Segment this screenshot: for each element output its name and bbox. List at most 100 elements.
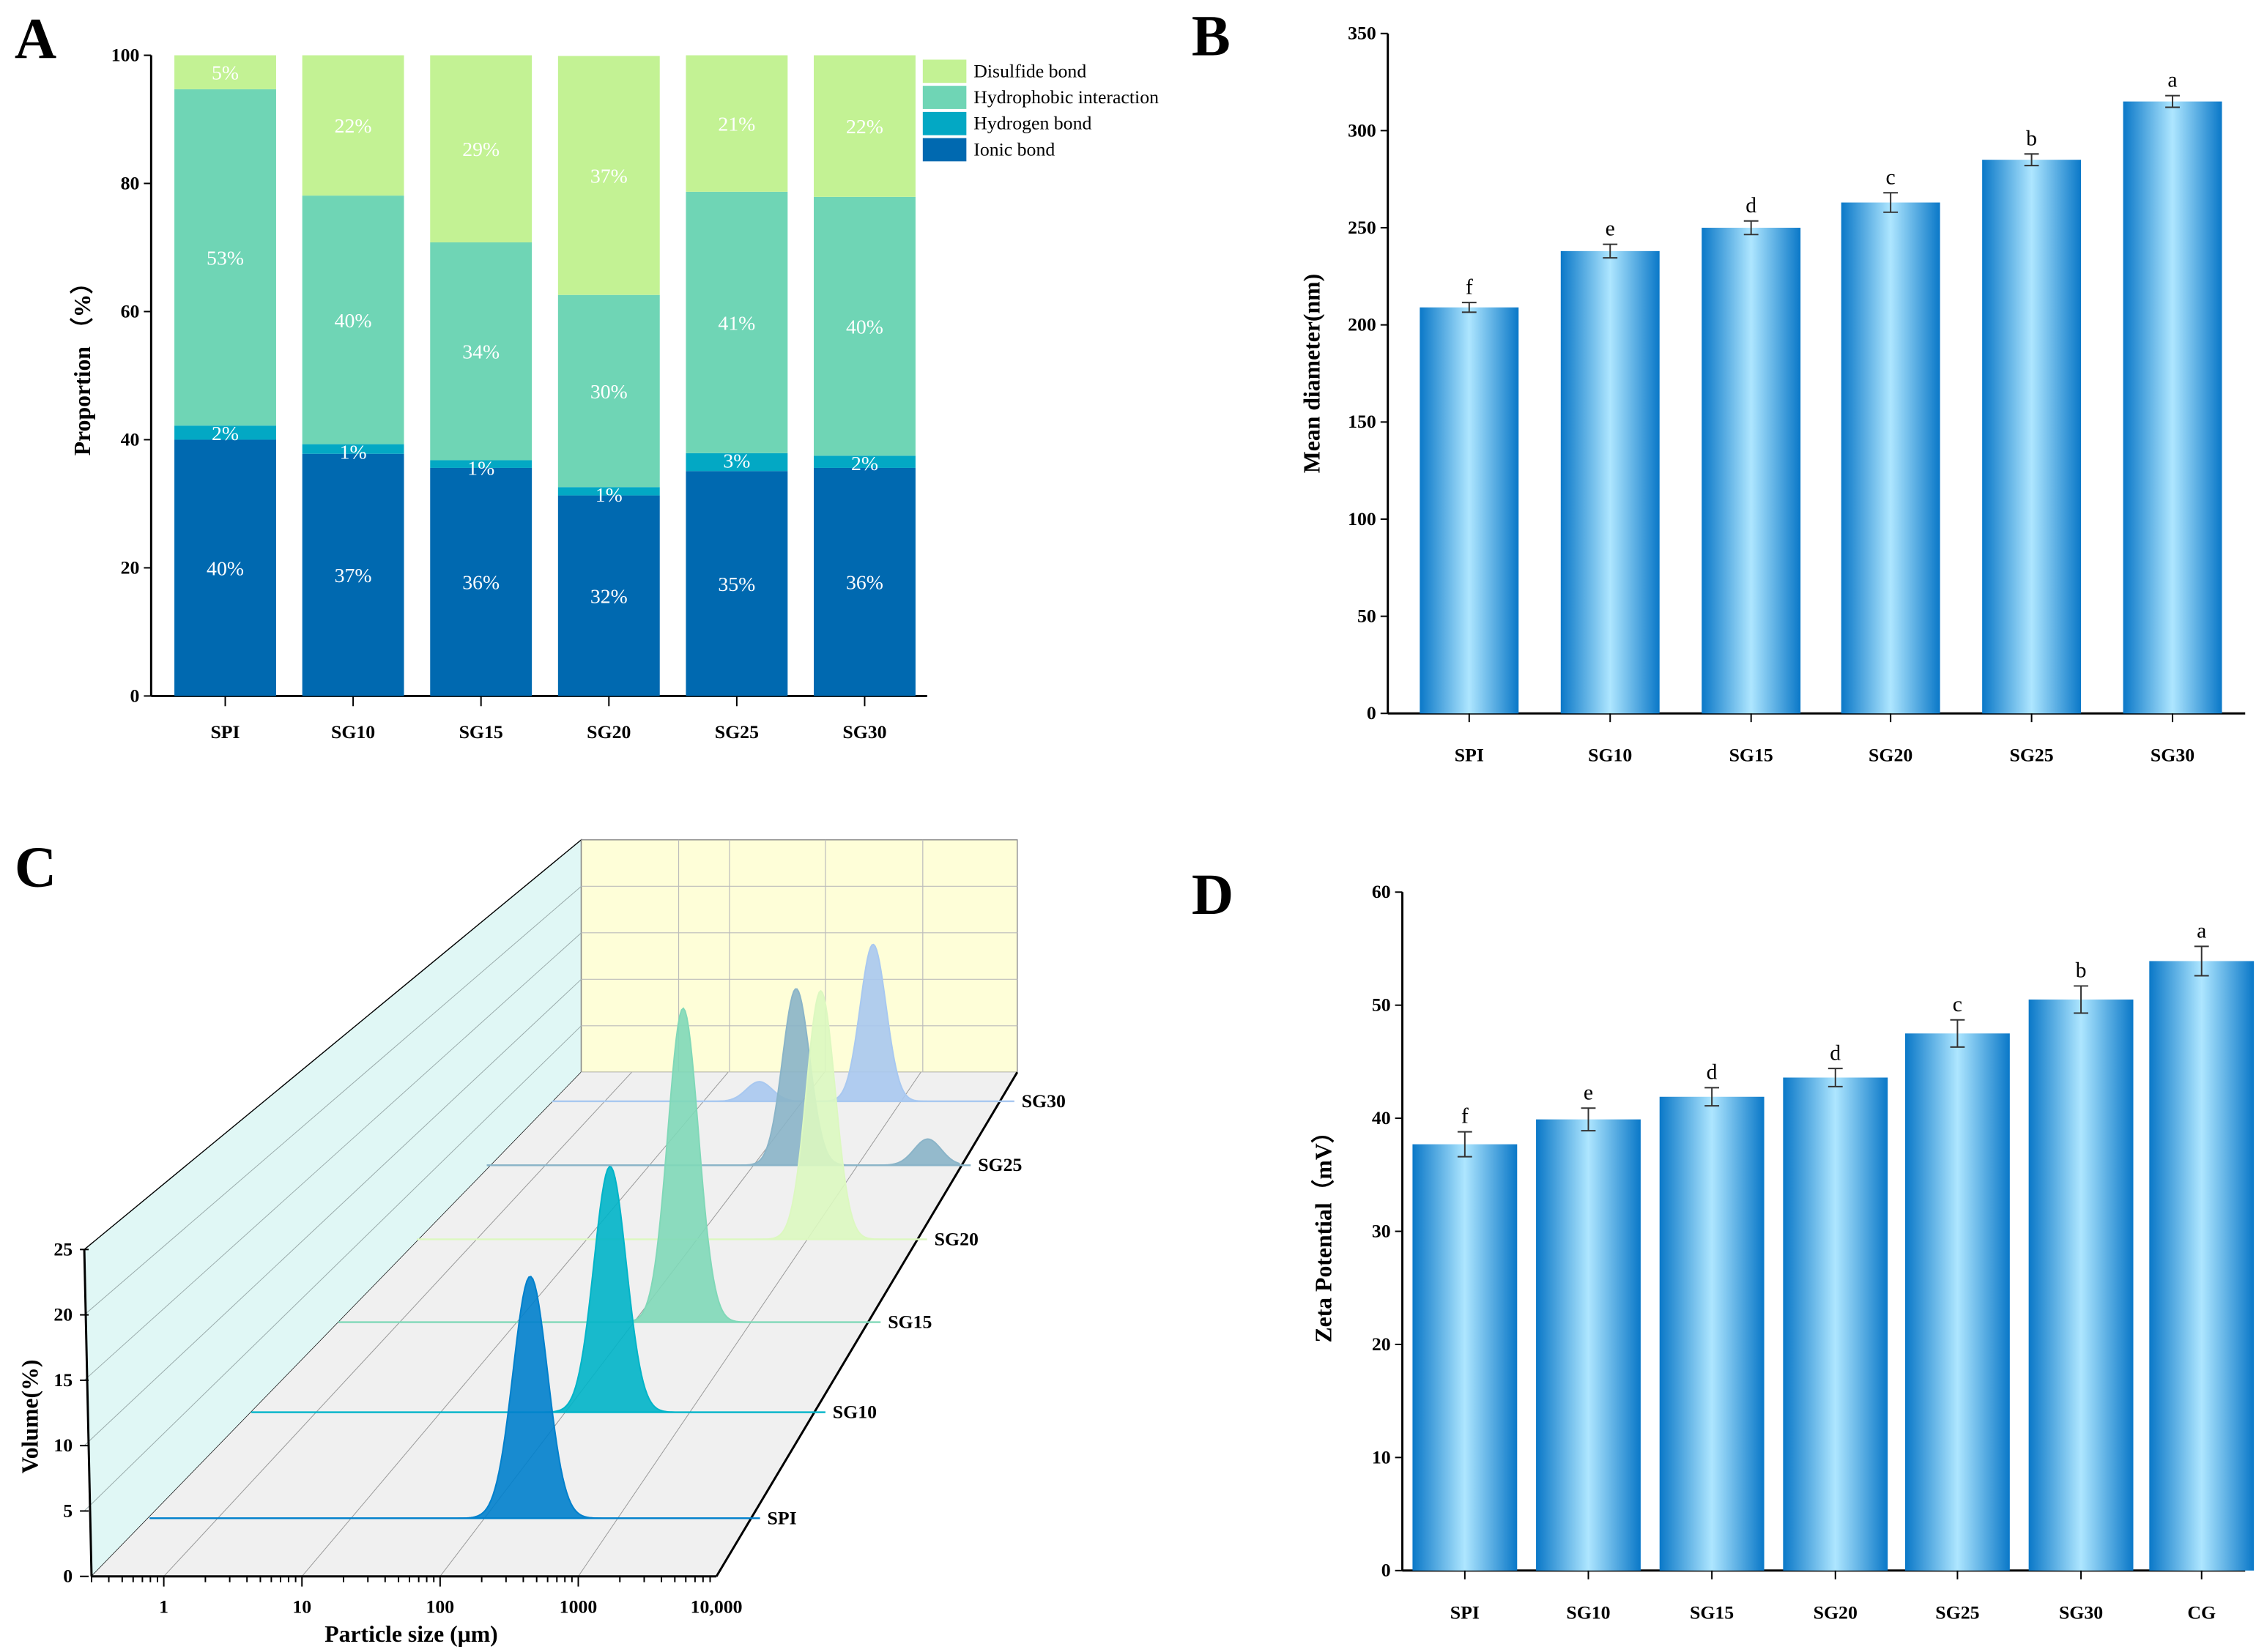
segment-label: 41%	[718, 312, 755, 335]
bar	[1536, 1119, 1641, 1571]
y-tick-label: 40	[1372, 1107, 1391, 1128]
bar-segment	[814, 467, 916, 696]
segment-label: 2%	[212, 423, 239, 445]
bar-segment	[557, 495, 660, 696]
y-tick-label: 100	[1348, 508, 1376, 529]
bar-segment	[302, 196, 404, 444]
panel-d-zeta-potential-chart: 0 10 20 30 40 50 60 Zeta Potential（mV） Df SPI e SG1…	[1192, 863, 2255, 1623]
segment-label: 30%	[590, 381, 628, 403]
segment-label: 37%	[590, 165, 628, 187]
y-tick-label: 200	[1348, 314, 1376, 335]
bar	[1659, 1096, 1765, 1571]
significance-letter: b	[2076, 959, 2087, 983]
y-tick-label: 25	[53, 1238, 73, 1260]
y-tick-label: 20	[53, 1304, 73, 1325]
series-label: SPI	[768, 1507, 797, 1528]
series-label: SG30	[1022, 1090, 1066, 1112]
bar	[1420, 307, 1519, 714]
segment-label: 22%	[846, 116, 883, 138]
x-tick-label: SG25	[715, 721, 759, 743]
legend-swatch	[922, 111, 967, 135]
x-tick-label: SPI	[1450, 1601, 1480, 1623]
bar-segment	[686, 471, 788, 696]
y-tick-label: 40	[121, 428, 140, 450]
y-tick-label: 5	[63, 1500, 73, 1521]
y-tick-label: 0	[1381, 1560, 1391, 1581]
y-tick-label: 0	[1367, 702, 1376, 723]
bar-segment	[302, 453, 404, 696]
bar	[1841, 202, 1940, 714]
series-label: SG15	[888, 1311, 932, 1332]
significance-letter: e	[1584, 1080, 1593, 1104]
significance-letter: e	[1606, 217, 1615, 241]
bar-segment	[557, 294, 660, 488]
gridline	[163, 1071, 632, 1577]
x-tick-label: SPI	[210, 721, 240, 743]
y-tick-label: 80	[121, 172, 140, 193]
x-tick-label: SG10	[1588, 745, 1632, 766]
x-tick-label: SG15	[459, 721, 503, 743]
bar-segment	[174, 439, 276, 696]
x-tick-label: 100	[426, 1596, 455, 1617]
segment-label: 21%	[718, 114, 755, 136]
x-tick-label: SG20	[1869, 745, 1912, 766]
y-axis	[83, 1249, 93, 1577]
y-tick-label: 300	[1348, 119, 1376, 141]
gridline	[84, 885, 582, 1315]
bar-segment	[174, 89, 276, 426]
segment-label: 29%	[462, 138, 500, 161]
segment-label: 3%	[723, 450, 750, 473]
segment-label: 53%	[207, 247, 244, 269]
segment-label: 40%	[846, 316, 883, 339]
x-tick-label: SG15	[1729, 745, 1773, 766]
x-tick-label: SG30	[2151, 745, 2194, 766]
bar	[1982, 160, 2082, 714]
x-tick-label: SG25	[2010, 745, 2054, 766]
legend-label: Hydrogen bond	[973, 113, 1091, 134]
legend-label: Ionic bond	[973, 138, 1055, 160]
x-tick-label: 10,000	[691, 1596, 743, 1617]
panel-a-stacked-bar-chart: 0 20 40 60 80 100 Proportion （%） A 40% 2% 53% 5% SPI…	[15, 7, 1159, 742]
significance-letter: d	[1745, 193, 1756, 217]
segment-label: 37%	[335, 565, 372, 587]
bar-segment	[174, 55, 276, 89]
y-tick-label: 20	[1372, 1333, 1391, 1355]
y-axis-title: Zeta Potential（mV）	[1310, 1120, 1336, 1342]
panel-label: B	[1192, 4, 1231, 69]
gridline	[84, 932, 582, 1381]
y-tick-label: 0	[130, 685, 140, 706]
bar-segment	[557, 487, 660, 496]
bar-segment	[302, 444, 404, 454]
legend-label: Hydrophobic interaction	[973, 86, 1159, 108]
legend-swatch	[922, 138, 967, 162]
bar-segment	[302, 55, 404, 196]
y-tick-label: 10	[1372, 1446, 1391, 1467]
bar-segment	[430, 242, 533, 461]
segment-label: 35%	[718, 573, 755, 596]
z-axis	[715, 1071, 1019, 1577]
segment-label: 1%	[467, 457, 494, 480]
x-tick-label: SG15	[1690, 1601, 1734, 1623]
segment-label: 32%	[590, 585, 628, 608]
bar	[1904, 1033, 2010, 1571]
significance-letter: f	[1466, 275, 1473, 299]
y-tick-label: 10	[53, 1435, 73, 1456]
x-tick-label: SG25	[1935, 1601, 1979, 1623]
x-tick-label: 10	[292, 1596, 311, 1617]
x-tick-label: 1	[159, 1596, 168, 1617]
legend-label: Disulfide bond	[973, 60, 1086, 81]
panel-label: C	[15, 835, 56, 899]
y-axis-title: Volume(%)	[18, 1360, 43, 1474]
bar-segment	[814, 196, 916, 456]
series-label: SG20	[935, 1228, 979, 1249]
bar-segment	[686, 191, 788, 453]
legend-swatch	[922, 59, 967, 83]
bar-segment	[430, 467, 533, 696]
segment-label: 40%	[335, 310, 372, 332]
y-axis-title: Mean diameter(nm)	[1299, 274, 1324, 473]
significance-letter: a	[2197, 918, 2206, 942]
x-tick-label: SG20	[587, 721, 631, 743]
y-tick-label: 0	[63, 1566, 73, 1587]
significance-letter: c	[1886, 165, 1896, 189]
